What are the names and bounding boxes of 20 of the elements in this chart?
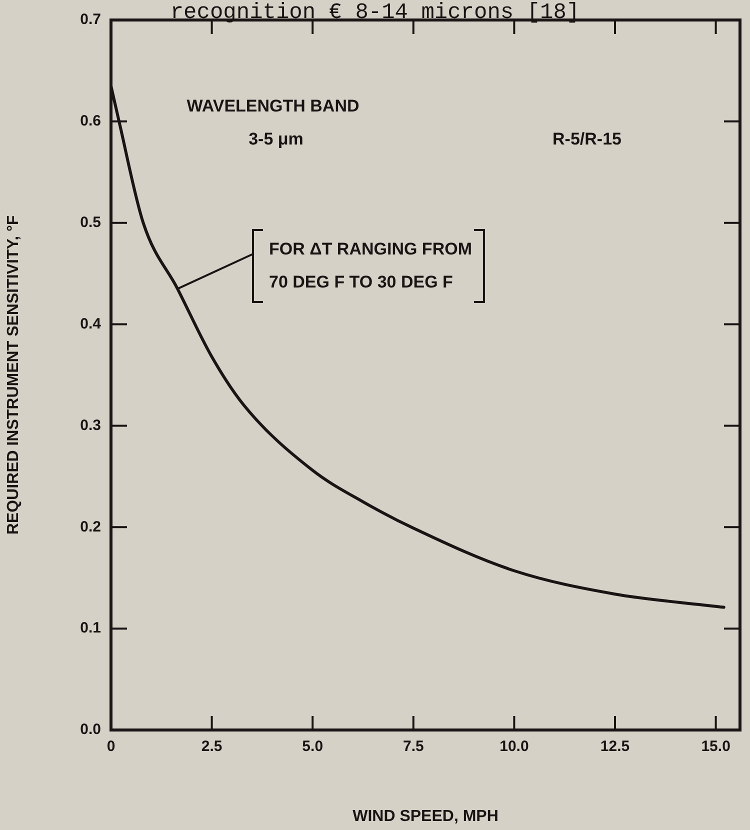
annotation: R-5/R-15 bbox=[552, 130, 622, 149]
x-tick-label: 12.5 bbox=[600, 738, 630, 756]
x-tick-label: 0 bbox=[106, 738, 116, 756]
y-tick-label: 0.0 bbox=[80, 721, 101, 738]
y-axis-title: REQUIRED INSTRUMENT SENSITIVITY, °F bbox=[5, 215, 22, 535]
x-tick-label: 7.5 bbox=[402, 738, 424, 756]
x-tick-label: 10.0 bbox=[500, 738, 529, 756]
x-tick-label: 5.0 bbox=[302, 738, 324, 756]
y-tick-label: 0.1 bbox=[80, 620, 101, 637]
y-tick-label: 0.6 bbox=[80, 112, 101, 130]
y-tick-label: 0.2 bbox=[80, 518, 101, 536]
y-tick-label: 0.7 bbox=[80, 11, 101, 28]
y-tick-label: 0.5 bbox=[80, 214, 101, 231]
x-tick-label: 15.0 bbox=[701, 738, 730, 756]
annotation: FOR ΔT RANGING FROM 70 DEG F TO 30 DEG F bbox=[269, 240, 472, 292]
x-axis-title: WIND SPEED, MPH bbox=[352, 808, 498, 825]
annotation: WAVELENGTH BAND 3-5 μm bbox=[186, 96, 360, 149]
y-tick-label: 0.3 bbox=[80, 416, 101, 434]
y-tick-label: 0.4 bbox=[80, 315, 102, 332]
x-tick-label: 2.5 bbox=[201, 738, 222, 756]
